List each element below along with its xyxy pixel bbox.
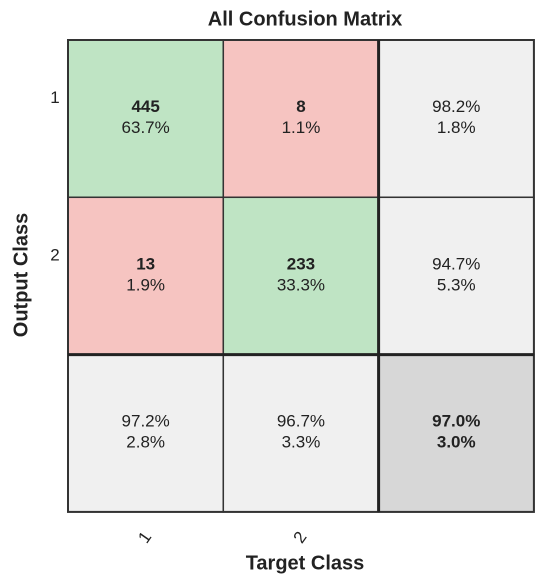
cell xyxy=(67,39,225,199)
cell-value: 1.8% xyxy=(437,118,476,137)
x-axis-label: Target Class xyxy=(246,552,365,574)
cell-value: 63.7% xyxy=(122,118,170,137)
y-tick-label: 1 xyxy=(50,88,59,107)
cell-value: 13 xyxy=(136,254,155,273)
cell xyxy=(222,353,380,513)
cell-value: 94.7% xyxy=(432,254,480,273)
frame xyxy=(67,39,535,513)
x-tick-label: 2 xyxy=(290,528,311,547)
cell-value: 1.1% xyxy=(282,118,321,137)
cell-value: 233 xyxy=(287,254,315,273)
cell-value: 97.2% xyxy=(122,412,170,431)
chart-title: All Confusion Matrix xyxy=(208,8,402,30)
cell-value: 3.3% xyxy=(282,433,321,452)
cell-value: 98.2% xyxy=(432,97,480,116)
cell-value: 33.3% xyxy=(277,275,325,294)
cell-value: 445 xyxy=(131,97,159,116)
cell xyxy=(377,196,535,356)
cell-value: 8 xyxy=(296,97,305,116)
y-axis-label: Output Class xyxy=(10,213,32,337)
cell xyxy=(67,196,225,356)
x-tick-label: 1 xyxy=(134,528,155,547)
cell-value: 96.7% xyxy=(277,412,325,431)
cell-value: 3.0% xyxy=(437,433,476,452)
y-tick-label: 2 xyxy=(50,245,59,264)
cell xyxy=(222,39,380,199)
cell xyxy=(222,196,380,356)
cell-value: 1.9% xyxy=(126,275,165,294)
cell-value: 2.8% xyxy=(126,433,165,452)
cell-value: 97.0% xyxy=(432,412,480,431)
cell-value: 5.3% xyxy=(437,275,476,294)
